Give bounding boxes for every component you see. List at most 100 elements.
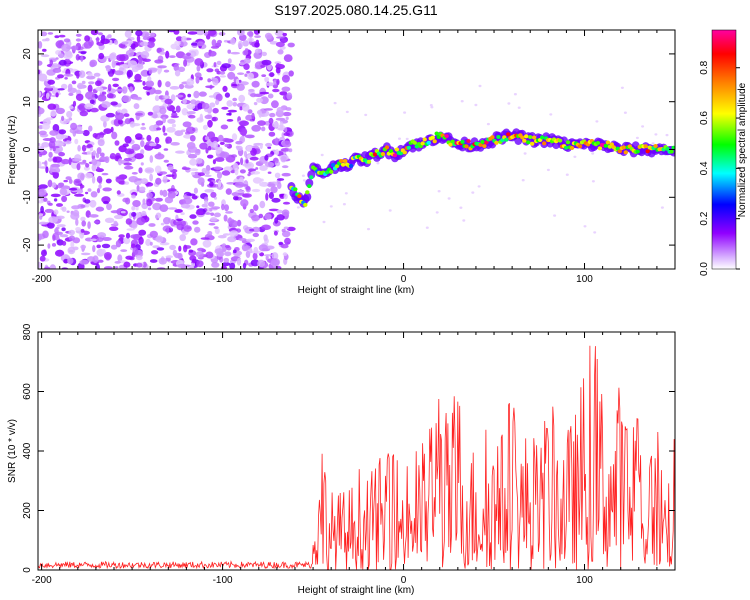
noise-blob xyxy=(127,60,138,68)
noise-blob xyxy=(178,245,182,252)
noise-blob xyxy=(79,259,89,265)
noise-blob xyxy=(245,250,251,258)
noise-blob xyxy=(251,112,255,120)
noise-blob xyxy=(74,138,79,145)
noise-blob xyxy=(102,237,112,241)
noise-blob xyxy=(77,82,84,90)
noise-blob xyxy=(149,241,153,246)
noise-blob xyxy=(175,94,184,98)
noise-blob xyxy=(78,70,86,78)
noise-blob xyxy=(275,67,281,74)
ridge-cell xyxy=(388,149,394,154)
spectrogram-x-tick-label: 100 xyxy=(576,274,593,285)
noise-blob xyxy=(279,194,286,199)
noise-blob xyxy=(154,165,162,174)
noise-blob xyxy=(151,250,159,255)
noise-blob xyxy=(152,202,162,211)
ridge-cell xyxy=(671,145,675,150)
noise-blob xyxy=(232,102,238,107)
noise-blob xyxy=(109,53,117,61)
ridge-cell xyxy=(303,202,308,207)
noise-blob xyxy=(75,218,79,226)
noise-blob xyxy=(125,255,134,260)
noise-blob xyxy=(194,226,201,233)
noise-blob xyxy=(48,151,53,158)
noise-blob xyxy=(281,172,291,177)
noise-blob xyxy=(260,96,269,105)
noise-blob xyxy=(258,244,268,252)
noise-blob xyxy=(131,172,138,175)
noise-blob xyxy=(224,92,230,98)
noise-blob xyxy=(106,203,112,211)
ridge-cell xyxy=(402,150,407,155)
noise-blob xyxy=(205,164,211,172)
noise-blob xyxy=(221,170,231,176)
noise-blob xyxy=(68,187,78,191)
noise-blob xyxy=(70,122,78,131)
noise-blob xyxy=(264,78,269,83)
noise-blob xyxy=(43,197,48,202)
noise-blob xyxy=(187,31,198,35)
colorbar-tick-label: 0.2 xyxy=(699,211,710,225)
noise-blob xyxy=(122,143,129,147)
noise-blob xyxy=(188,249,194,253)
noise-blob xyxy=(44,208,54,213)
noise-blob xyxy=(146,198,153,207)
ridge-cell xyxy=(484,140,489,145)
noise-blob xyxy=(549,113,553,116)
colorbar-ticks: 0.0 0.2 0.4 0.6 0.8 xyxy=(699,60,740,276)
noise-blob xyxy=(117,254,123,262)
noise-blob xyxy=(88,125,93,132)
ridge-cell xyxy=(297,194,302,199)
noise-blob xyxy=(242,50,249,56)
noise-blob xyxy=(138,167,143,174)
noise-blob xyxy=(136,34,141,43)
noise-blob xyxy=(263,254,273,257)
noise-blob xyxy=(241,129,247,137)
noise-blob xyxy=(52,68,62,73)
noise-blob xyxy=(186,111,196,115)
noise-blob xyxy=(72,158,82,162)
snr-ticks: -200 -100 0 100 0 200 400 600 800 xyxy=(22,323,676,586)
noise-blob xyxy=(223,214,228,222)
noise-blob xyxy=(274,172,281,179)
noise-blob xyxy=(155,214,159,219)
noise-blob xyxy=(207,145,212,151)
noise-blob xyxy=(259,91,270,95)
noise-blob xyxy=(61,206,67,212)
noise-blob xyxy=(186,78,195,86)
noise-blob xyxy=(131,211,137,217)
noise-blob xyxy=(113,214,124,220)
noise-blob xyxy=(125,197,131,205)
noise-blob xyxy=(268,208,279,212)
noise-blob xyxy=(95,152,100,159)
noise-blob xyxy=(333,101,337,105)
noise-blob xyxy=(478,84,482,88)
noise-blob xyxy=(196,205,200,209)
noise-blob xyxy=(157,79,162,88)
noise-blob xyxy=(162,189,168,197)
noise-blob xyxy=(87,188,92,192)
noise-blob xyxy=(154,59,164,64)
noise-blob xyxy=(255,167,259,170)
noise-blob xyxy=(159,171,168,175)
noise-blob xyxy=(199,142,208,150)
noise-blob xyxy=(277,178,285,181)
noise-blob xyxy=(249,248,253,254)
noise-blob xyxy=(282,32,288,37)
noise-blob xyxy=(207,154,214,159)
noise-blob xyxy=(521,179,525,182)
noise-blob xyxy=(486,122,490,126)
noise-blob xyxy=(288,70,294,77)
noise-blob xyxy=(41,142,50,148)
noise-blob xyxy=(474,103,478,107)
noise-blob xyxy=(251,80,260,88)
noise-blob xyxy=(267,146,272,149)
noise-blob xyxy=(103,120,107,128)
spectrogram-y-tick-label: 10 xyxy=(22,96,33,108)
noise-blob xyxy=(513,93,517,96)
noise-blob xyxy=(573,155,577,158)
ridge-cell xyxy=(504,137,509,142)
noise-blob xyxy=(197,247,205,252)
noise-blob xyxy=(52,124,60,132)
